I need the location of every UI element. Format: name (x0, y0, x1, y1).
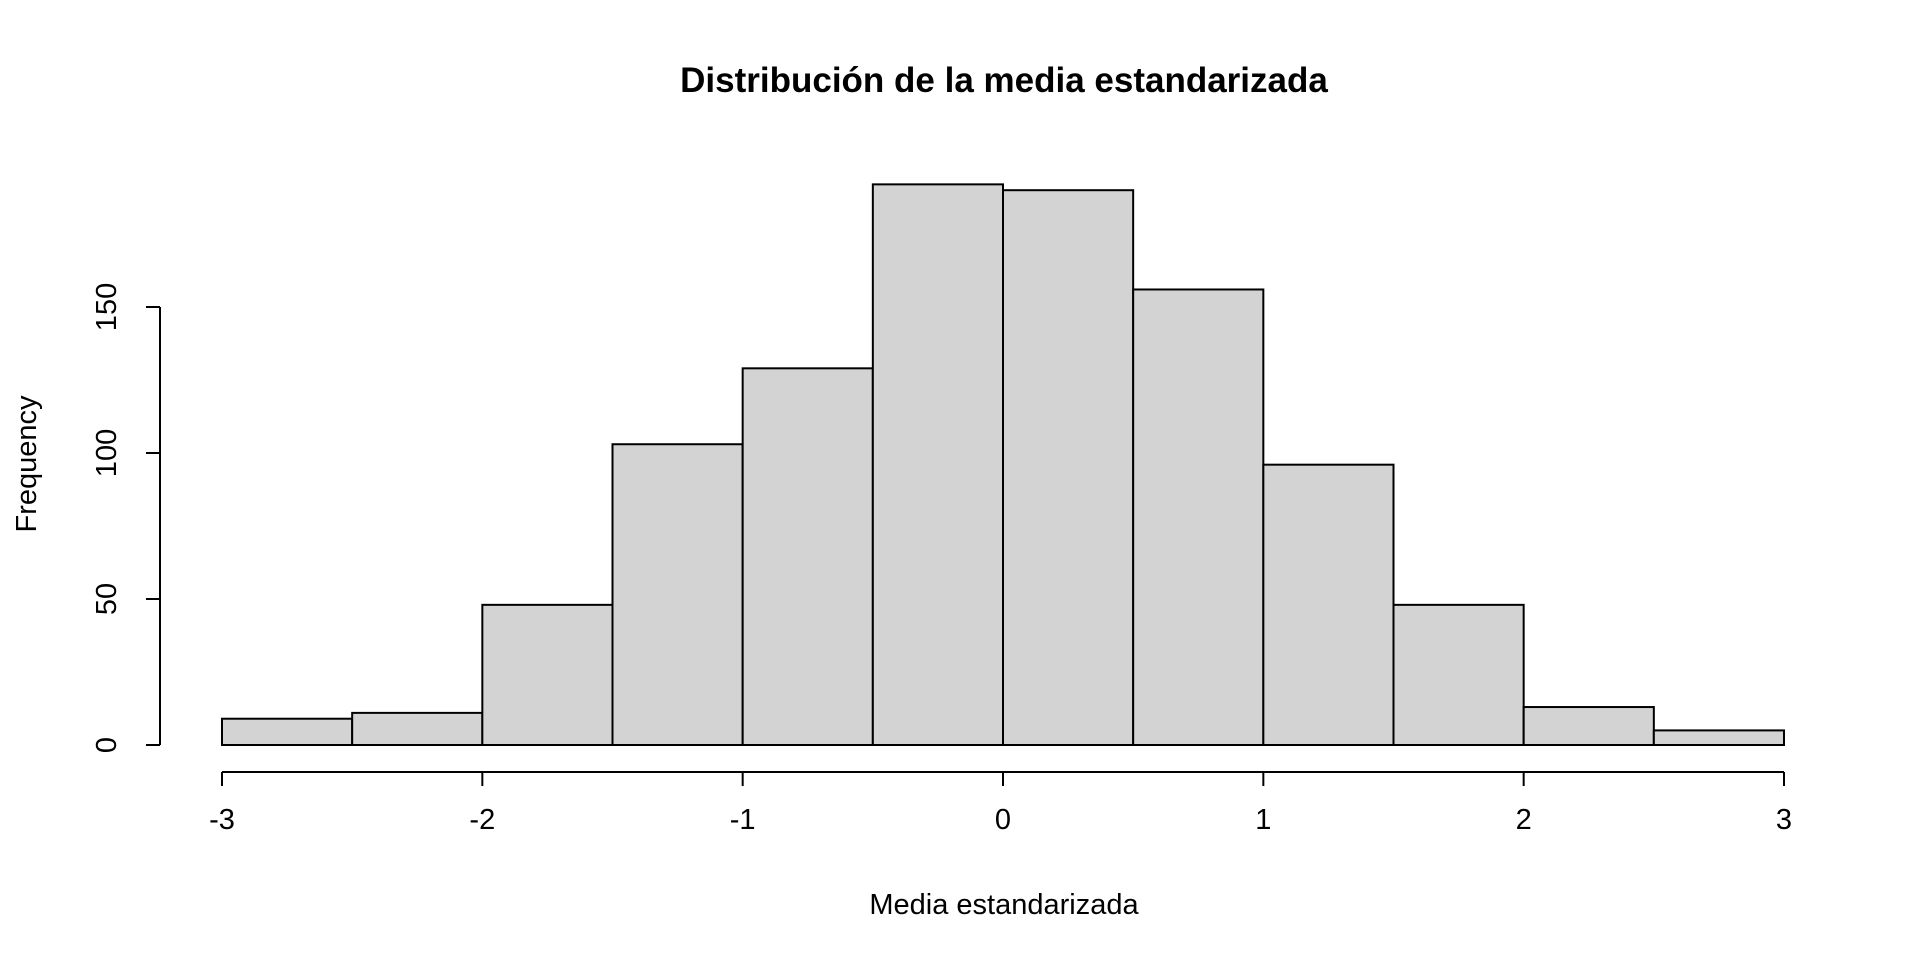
histogram-bar (481, 603, 614, 747)
histogram-bar (351, 711, 484, 747)
y-axis-label: Frequency (11, 395, 43, 533)
histogram-bar (221, 717, 354, 746)
x-axis: -3 -2 -1 0 1 2 3 (209, 771, 1792, 836)
histogram-bar (1262, 463, 1395, 746)
x-tick-label: 0 (995, 804, 1011, 836)
x-axis-label: Media estandarizada (869, 889, 1139, 921)
y-tick-label: 150 (91, 283, 123, 331)
x-tick-label: 2 (1516, 804, 1532, 836)
y-tick-label: 0 (91, 737, 123, 753)
y-tick-label: 50 (91, 583, 123, 615)
x-tick-label: -2 (469, 804, 495, 836)
histogram-bar (1652, 729, 1786, 747)
histogram-bar (1392, 603, 1525, 747)
chart-title: Distribución de la media estandarizada (680, 61, 1328, 100)
histogram-bars (221, 183, 1786, 747)
y-tick-label: 100 (91, 429, 123, 477)
histogram-bar (1002, 189, 1135, 746)
x-tick-label: -3 (209, 804, 235, 836)
x-tick-label: 3 (1776, 804, 1792, 836)
histogram-bar (1522, 706, 1655, 746)
histogram-bar (871, 183, 1004, 747)
x-tick-label: -1 (730, 804, 756, 836)
y-axis: 0 50 100 150 (91, 283, 161, 753)
histogram-bar (1132, 288, 1265, 746)
histogram-bar (611, 443, 744, 746)
histogram-bar (741, 367, 874, 746)
x-tick-label: 1 (1255, 804, 1271, 836)
